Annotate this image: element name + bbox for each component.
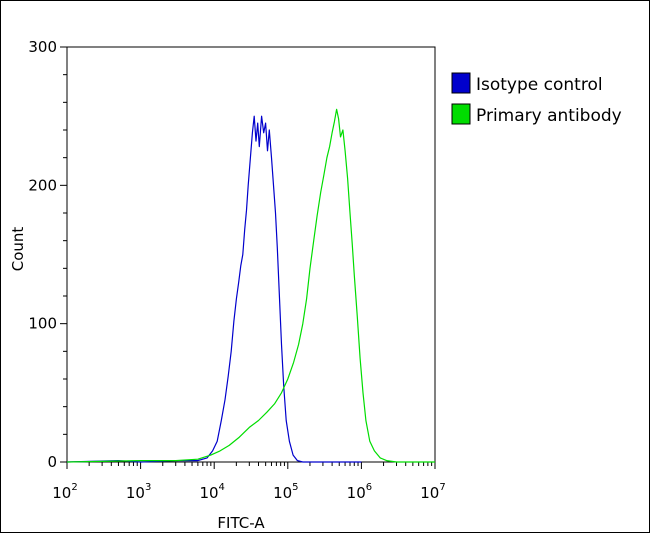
x-tick-label: 102 xyxy=(52,482,77,502)
legend-label-isotype-control: Isotype control xyxy=(476,75,603,95)
x-axis-title: FITC-A xyxy=(217,514,265,532)
y-tick-label: 200 xyxy=(28,176,57,194)
y-tick-label: 100 xyxy=(28,315,57,333)
series-line-isotype-control xyxy=(66,115,362,463)
series-layer xyxy=(66,108,435,463)
legend-swatch-isotype-control xyxy=(451,72,471,94)
y-axis: 0 100 200 300 xyxy=(28,38,67,471)
x-axis: 102 103 104 105 106 107 xyxy=(52,462,446,502)
x-tick-label: 103 xyxy=(126,482,151,502)
y-tick-label: 300 xyxy=(28,38,57,56)
x-tick-label: 107 xyxy=(420,482,445,502)
y-axis-title: Count xyxy=(9,227,27,272)
x-tick-label: 104 xyxy=(199,482,224,502)
legend: Isotype control Primary antibody xyxy=(451,72,622,126)
x-tick-label: 105 xyxy=(273,482,298,502)
series-line-primary-antibody xyxy=(66,108,435,463)
legend-label-primary-antibody: Primary antibody xyxy=(476,106,622,126)
y-tick-label: 0 xyxy=(47,453,57,471)
x-tick-label: 106 xyxy=(347,482,372,502)
legend-swatch-primary-antibody xyxy=(451,103,471,125)
plot-area xyxy=(66,46,436,463)
